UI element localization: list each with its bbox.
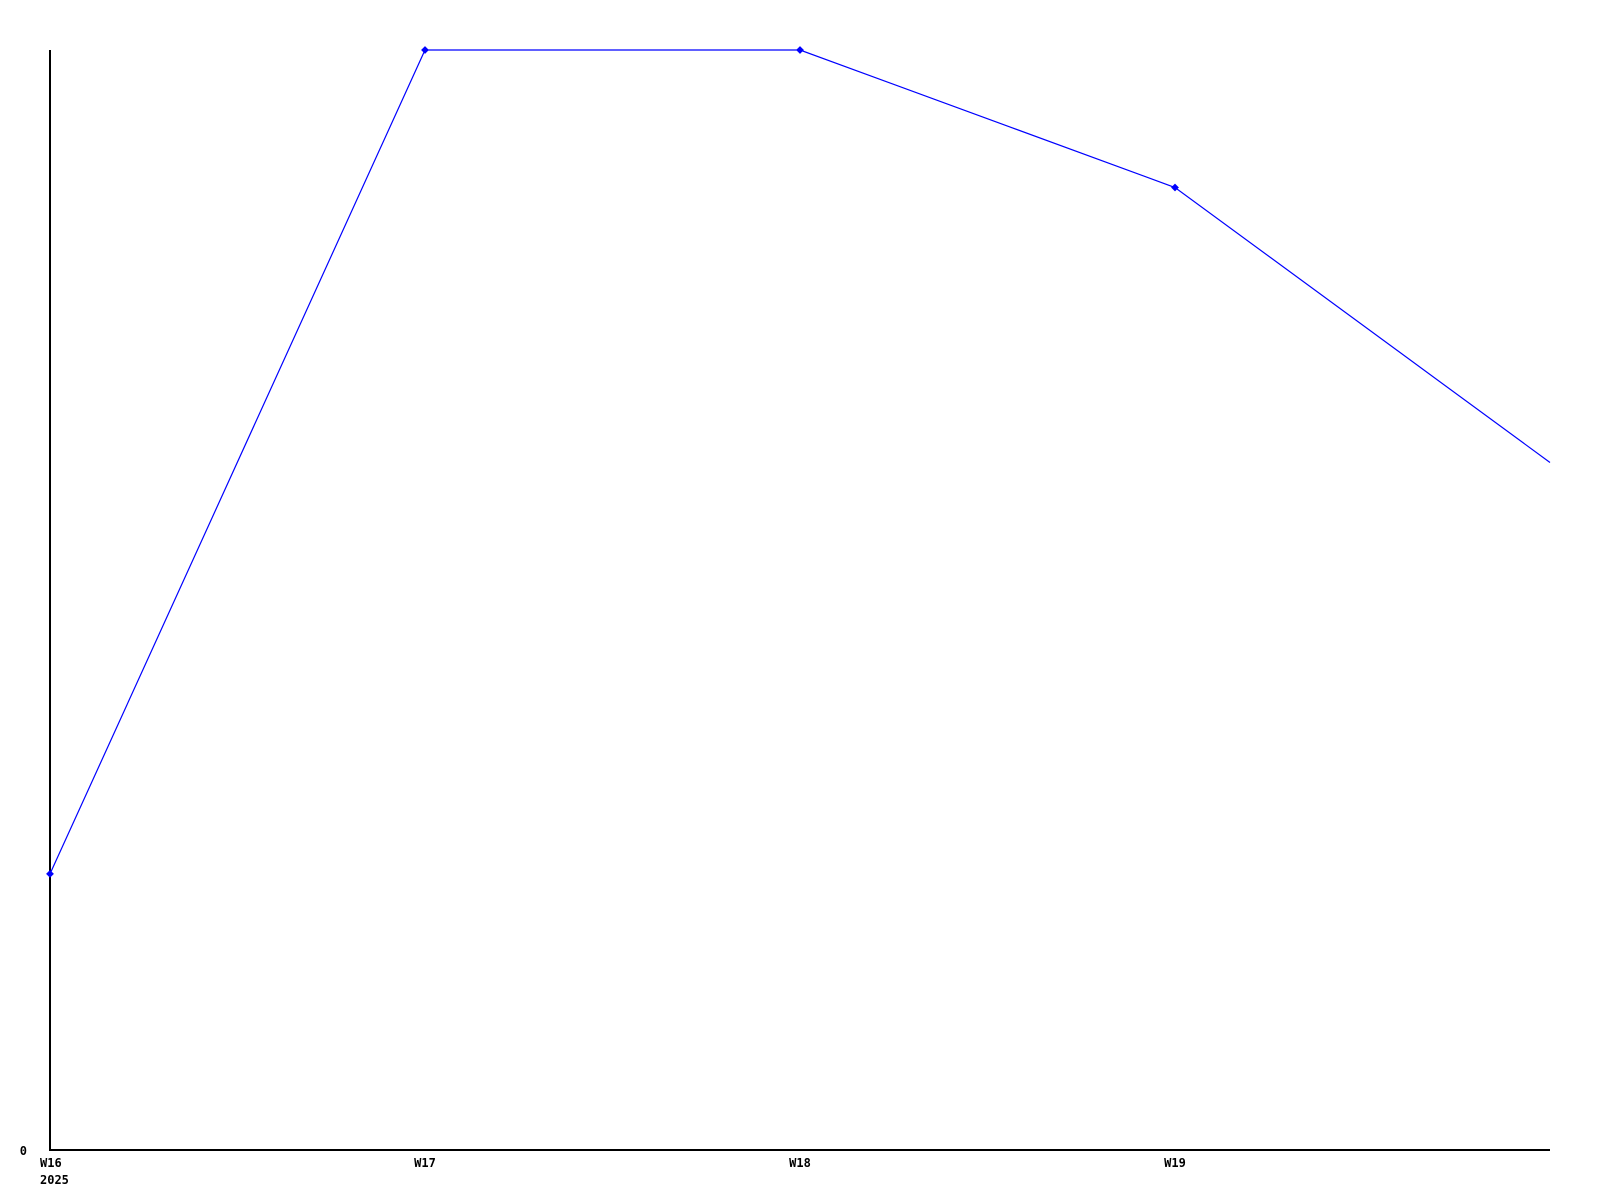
x-tick-label: W16 — [40, 1156, 62, 1170]
series-line — [49, 49, 1551, 875]
data-point-marker — [46, 869, 54, 878]
data-point-marker — [421, 46, 429, 54]
axis-labels: 0 W16 W17 W18 W19 2025 — [20, 1144, 1186, 1187]
data-series — [46, 46, 1551, 878]
data-point-marker — [796, 46, 804, 54]
x-tick-label: W18 — [789, 1156, 811, 1170]
y-tick-label: 0 — [20, 1144, 27, 1158]
axes — [49, 50, 1550, 1151]
x-tick-label: W19 — [1164, 1156, 1186, 1170]
data-point-marker — [1171, 183, 1179, 192]
x-axis-year-label: 2025 — [40, 1173, 69, 1187]
x-tick-label: W17 — [414, 1156, 436, 1170]
